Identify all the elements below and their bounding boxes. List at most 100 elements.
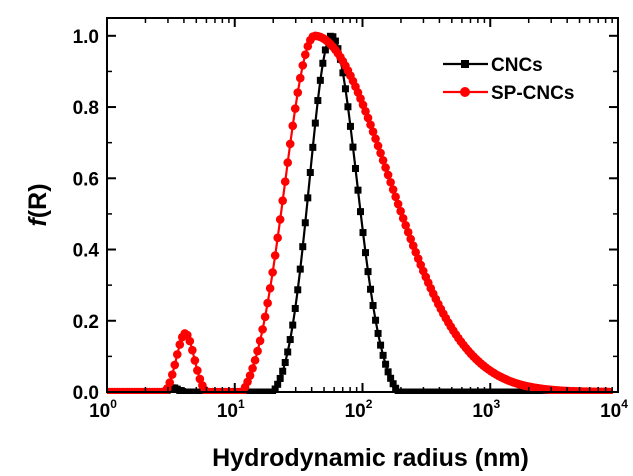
data-point	[271, 385, 279, 393]
data-point	[278, 196, 287, 205]
data-point	[392, 384, 400, 392]
x-tick-label: 102	[345, 397, 373, 422]
data-point	[290, 104, 300, 113]
data-point	[368, 127, 378, 136]
data-point	[374, 329, 382, 337]
data-point	[248, 364, 257, 373]
data-point	[398, 214, 408, 223]
y-tick-label: 0.8	[73, 98, 99, 119]
data-point	[294, 286, 302, 294]
data-point	[299, 243, 307, 251]
data-point	[306, 169, 314, 177]
legend-item-cncs: CNCs	[443, 55, 543, 76]
data-point	[354, 186, 362, 194]
data-point	[361, 107, 370, 116]
data-point	[172, 350, 182, 359]
data-point	[284, 348, 292, 356]
x-tick-label: 100	[89, 397, 117, 422]
data-point	[301, 219, 309, 227]
data-point	[185, 336, 195, 346]
data-point	[408, 241, 418, 250]
data-point	[298, 61, 308, 70]
data-point	[314, 97, 322, 105]
data-point	[357, 208, 365, 216]
data-point	[300, 50, 310, 60]
data-point	[263, 298, 272, 308]
legend-marker	[461, 60, 469, 68]
data-point	[276, 374, 284, 382]
data-point	[286, 336, 294, 344]
data-point	[389, 380, 397, 388]
data-point	[190, 356, 200, 365]
data-point	[255, 336, 265, 346]
data-point	[382, 360, 390, 368]
data-point	[319, 59, 327, 67]
data-point	[281, 358, 289, 366]
data-point	[359, 229, 367, 237]
data-point	[304, 194, 312, 202]
data-point	[341, 85, 349, 93]
data-point	[388, 185, 398, 194]
data-point	[363, 113, 373, 123]
y-tick-label: 0.6	[73, 169, 99, 190]
data-point	[384, 368, 392, 376]
data-point	[309, 143, 317, 151]
data-point	[167, 370, 177, 379]
data-point	[366, 120, 375, 130]
data-point	[396, 206, 405, 216]
y-axis-title-rest: (R)	[24, 183, 52, 218]
data-point	[193, 366, 202, 375]
data-point	[371, 134, 380, 144]
data-point	[175, 340, 185, 349]
data-point	[265, 283, 275, 293]
data-point	[367, 285, 375, 293]
data-point	[270, 251, 280, 260]
data-point	[296, 265, 304, 273]
x-tick-label: 101	[217, 397, 245, 422]
data-point	[362, 249, 370, 257]
data-point	[288, 121, 298, 131]
data-point	[358, 100, 368, 110]
data-point	[274, 380, 282, 388]
legend: CNCs SP-CNCs	[443, 55, 574, 104]
data-point	[260, 312, 270, 322]
data-point	[369, 301, 377, 309]
data-point	[279, 367, 287, 375]
data-point	[351, 165, 359, 173]
data-point	[393, 199, 403, 209]
y-tick-label: 0.0	[73, 383, 99, 404]
legend-label: SP-CNCs	[491, 83, 574, 104]
y-tick-label: 0.2	[73, 312, 99, 333]
data-point	[372, 316, 380, 324]
data-point	[289, 321, 297, 329]
data-point	[406, 234, 415, 244]
data-point	[386, 177, 395, 187]
ticks-layer: 100 101 102 103 104 0.0 0.2 0.4 0.6 0.8 1.0	[73, 18, 628, 422]
legend-label: CNCs	[491, 55, 543, 76]
data-point	[275, 215, 285, 224]
data-point	[268, 268, 277, 277]
data-point	[403, 227, 413, 237]
data-point	[295, 73, 305, 83]
data-point	[195, 374, 205, 384]
data-point	[311, 119, 319, 127]
data-point	[280, 177, 290, 186]
data-point	[283, 158, 293, 167]
data-point	[165, 378, 175, 387]
data-point	[331, 37, 339, 45]
x-tick-label: 104	[600, 397, 628, 422]
data-point	[379, 351, 387, 359]
data-point	[387, 374, 395, 382]
data-point	[293, 88, 303, 97]
x-axis-title: Hydrodynamic radius (nm)	[212, 444, 529, 472]
y-axis-title-italic: f	[24, 216, 52, 227]
data-point	[391, 192, 400, 202]
data-point	[373, 141, 383, 151]
data-point	[253, 346, 262, 356]
data-point	[376, 148, 385, 158]
data-point	[339, 69, 347, 77]
data-point	[188, 345, 197, 355]
y-tick-label: 1.0	[73, 27, 99, 48]
